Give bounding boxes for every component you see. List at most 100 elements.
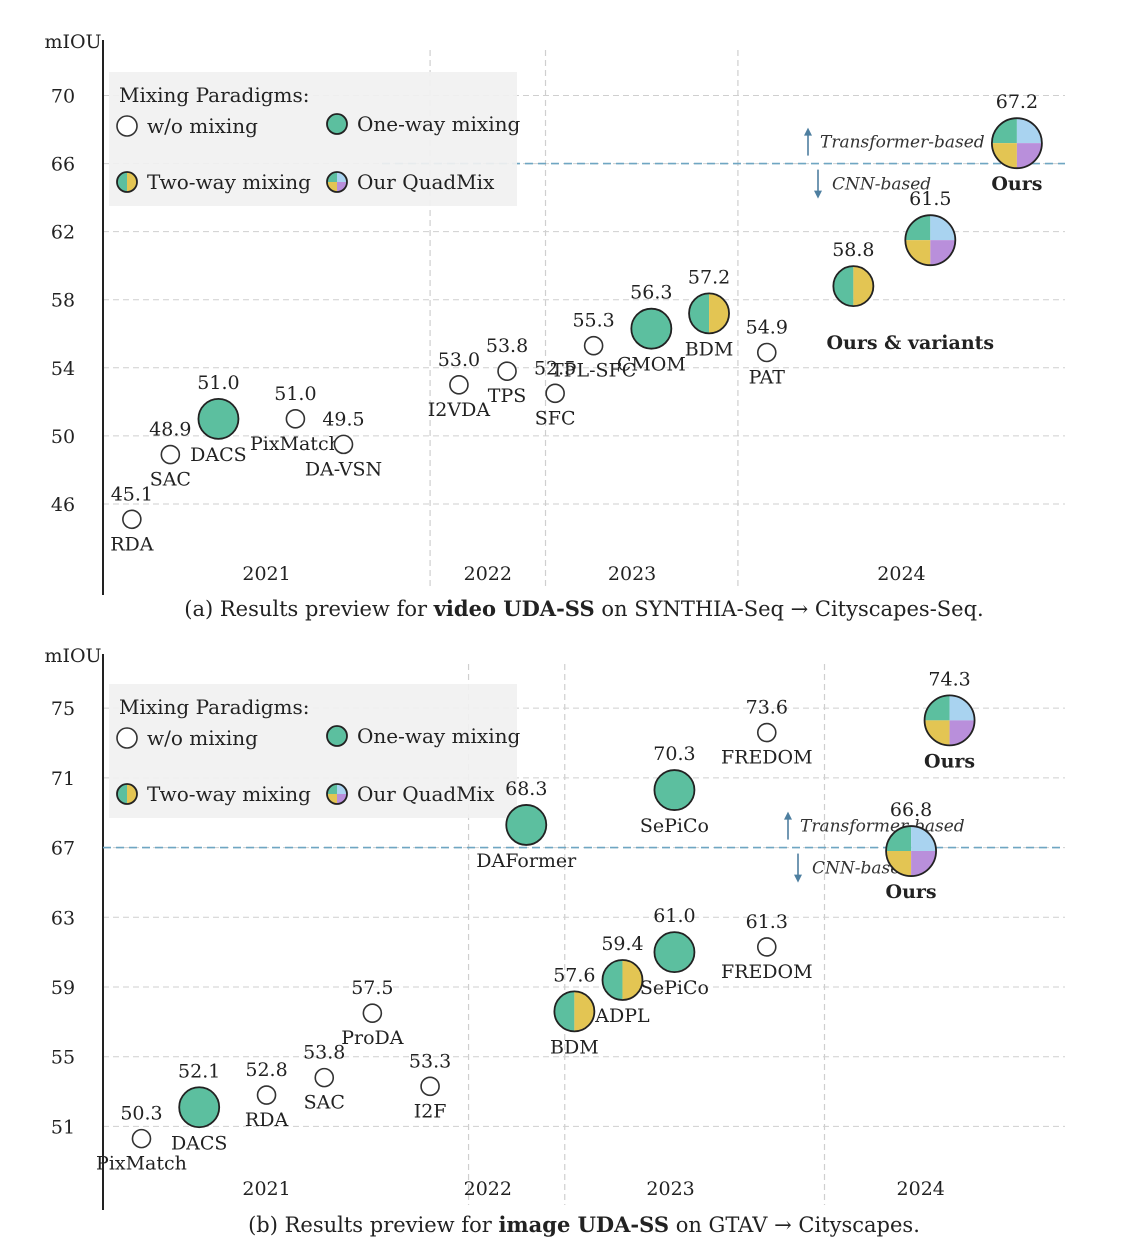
legend-marker-quad-quadrant-2 <box>327 794 337 804</box>
point-name-label: FREDOM <box>721 747 813 769</box>
legend-label-none: w/o mixing <box>147 726 258 750</box>
data-point-marker-circle <box>545 383 565 404</box>
point-name-label: SePiCo <box>640 815 709 837</box>
point-name-label: I2F <box>414 1100 447 1122</box>
legend-title: Mixing Paradigms: <box>119 695 310 719</box>
y-tick-label: 62 <box>51 222 75 244</box>
y-tick-label: 50 <box>51 426 75 448</box>
data-point-marker <box>923 694 976 747</box>
data-point-marker-circle <box>333 434 354 455</box>
y-tick-label: 51 <box>51 1116 75 1138</box>
point-name-label: BDM <box>685 338 734 360</box>
legend-marker-two <box>116 171 138 193</box>
data-point-marker-circle <box>497 361 517 382</box>
data-point-marker <box>362 1003 383 1023</box>
data-point-marker <box>197 397 240 440</box>
point-name-label: TPL-SFC <box>551 360 636 382</box>
data-point-marker <box>497 361 517 382</box>
y-tick-label: 54 <box>51 358 75 380</box>
data-point-marker-outline <box>923 694 976 747</box>
caption-bold: image UDA-SS <box>498 1212 669 1237</box>
data-point-marker-circle <box>160 444 181 465</box>
point-name-label: DAFormer <box>476 850 577 872</box>
point-name-label: RDA <box>245 1109 289 1131</box>
point-name-label: Ours & variants <box>826 332 994 354</box>
data-point: 61.0 SePiCo <box>640 905 709 999</box>
data-point-marker-quadrant-0 <box>924 695 950 721</box>
data-point-marker-circle <box>505 804 548 846</box>
data-point-marker <box>630 307 673 350</box>
point-name-label: BDM <box>550 1036 599 1058</box>
legend-marker-none <box>116 115 138 137</box>
data-point-marker-circle <box>122 509 142 530</box>
data-point-marker <box>583 335 604 356</box>
legend-marker-none <box>116 727 138 749</box>
point-name-label: SAC <box>150 469 191 491</box>
year-label-2021: 2021 <box>242 563 290 585</box>
data-point: 73.6 FREDOM <box>721 697 813 769</box>
data-point-marker-circle <box>131 1128 152 1149</box>
legend-marker-one <box>326 113 348 135</box>
legend-title: Mixing Paradigms: <box>119 83 310 107</box>
data-label: 50.3 <box>120 1103 162 1125</box>
data-point-marker-quadrant-1 <box>930 215 956 241</box>
legend-label-two: Two-way mixing <box>147 782 311 806</box>
data-point-marker-quadrant-1 <box>1016 118 1042 144</box>
legend-marker-one <box>326 725 348 747</box>
y-tick-label: 66 <box>51 154 75 176</box>
point-name-label: Ours <box>886 881 937 903</box>
data-point-marker-circle <box>420 1076 440 1097</box>
legend-marker-two-outline <box>116 783 138 805</box>
data-point-marker <box>333 434 354 455</box>
data-label: 55.3 <box>572 310 614 332</box>
point-name-label: ADPL <box>594 1005 650 1027</box>
data-point-marker-quadrant-0 <box>886 826 912 852</box>
data-label: 54.9 <box>746 316 788 338</box>
y-axis-label: mIOU <box>44 645 101 667</box>
data-point-marker-half-right <box>622 960 643 1001</box>
cnn-based-label: CNN-based <box>832 175 931 195</box>
legend-marker-quad-outline <box>326 171 348 193</box>
point-name-label: TPS <box>488 385 526 407</box>
point-name-label: FREDOM <box>721 961 813 983</box>
data-point-marker-circle <box>178 1086 221 1129</box>
legend-marker-one-circle <box>326 725 348 747</box>
caption-post: on GTAV → Cityscapes. <box>669 1213 920 1237</box>
y-tick-label: 67 <box>51 838 75 860</box>
point-name-label: Ours <box>924 750 975 772</box>
legend-marker-two-half-right <box>127 172 137 192</box>
chart-panel-0: 46 50 54 58 62 66 70 mIOU 2021 2022 2023 2024 Transf… <box>44 31 1065 621</box>
legend-label-one: One-way mixing <box>357 724 520 748</box>
point-name-label: SFC <box>535 407 576 429</box>
data-label: 66.8 <box>890 799 932 821</box>
data-point: 53.3 I2F <box>409 1050 451 1122</box>
data-point-marker <box>256 1085 277 1105</box>
legend-box <box>109 72 517 206</box>
data-label: 58.8 <box>832 239 874 261</box>
data-point-marker-outline <box>885 825 937 877</box>
point-name-label: ProDA <box>341 1027 404 1049</box>
data-label: 68.3 <box>505 778 547 800</box>
data-point: 57.6 BDM <box>550 964 599 1058</box>
legend-marker-quad-outline <box>326 783 348 805</box>
down-arrow-icon <box>814 190 822 199</box>
data-point-marker-quadrant-0 <box>991 118 1017 144</box>
legend-label-quad: Our QuadMix <box>357 782 495 806</box>
data-point-marker <box>756 937 777 957</box>
data-point: 57.2 BDM <box>685 266 734 360</box>
legend-label-quad: Our QuadMix <box>357 170 495 194</box>
data-point-marker-quadrant-0 <box>905 215 931 241</box>
data-point-marker-outline <box>553 990 596 1033</box>
y-tick-label: 59 <box>51 977 75 999</box>
data-point-marker-outline <box>904 214 957 267</box>
legend-marker-one-circle <box>326 113 348 135</box>
data-point-marker <box>756 342 777 363</box>
caption-pre: (a) Results preview for <box>184 597 433 621</box>
data-label: 52.1 <box>178 1060 220 1082</box>
data-point: 48.9 SAC <box>149 419 191 491</box>
data-point: 66.8 Ours <box>885 799 937 903</box>
point-name-label: SePiCo <box>640 977 709 999</box>
data-point-marker <box>653 931 696 974</box>
data-point-marker <box>553 990 596 1033</box>
y-tick-label: 71 <box>51 768 75 790</box>
